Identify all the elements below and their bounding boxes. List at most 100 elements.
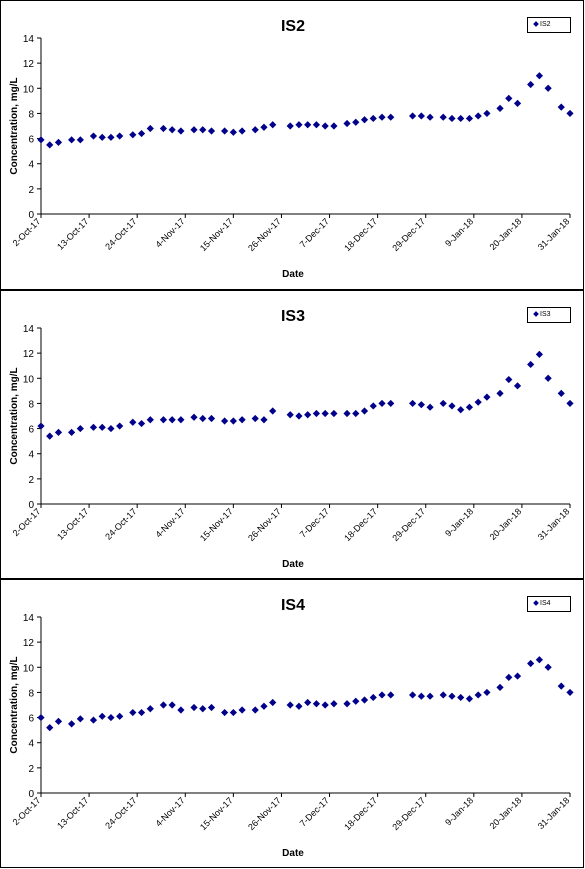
x-axis-label: Date [282,269,304,280]
y-tick-label: 4 [28,450,34,461]
y-tick-label: 0 [28,210,34,221]
data-point [251,414,259,423]
data-point [98,423,106,431]
data-point [378,113,386,121]
data-point [76,424,84,433]
x-tick-label: 29-Dec-17 [390,216,427,253]
data-point [321,409,329,418]
data-point [168,416,176,424]
data-point [557,389,565,397]
data-point [221,127,229,135]
legend-marker-icon [533,311,539,317]
data-point [387,399,395,408]
data-point [352,409,360,418]
data-point [465,695,474,703]
legend-marker-icon [533,600,539,606]
data-point [251,706,259,714]
chart-legend: IS3 [527,307,571,323]
data-point [269,121,277,129]
y-tick-label: 14 [23,324,35,335]
y-tick-label: 12 [23,638,35,649]
data-point [238,416,246,424]
data-point [137,708,146,717]
data-point [116,422,124,430]
data-point [457,406,465,414]
data-point [207,703,216,712]
scatter-chart-is4: IS4 0 2 4 6 8 10 12 14 2-Oct-17 13-Oct-17 24-Oct-17… [9,597,574,859]
x-tick-label: 4-Nov-17 [153,506,186,539]
y-tick-label: 0 [28,500,34,511]
data-point [513,672,522,680]
data-point [566,109,574,118]
data-point [505,375,513,384]
legend-series-label: IS3 [540,311,551,318]
data-point [566,688,574,697]
x-tick-label: 9-Jan-18 [443,216,475,248]
x-tick-label: 7-Dec-17 [298,216,331,249]
x-tick-label: 18-Dec-17 [342,795,379,832]
data-point [37,136,45,144]
data-point [146,416,154,424]
y-tick-label: 8 [28,688,34,699]
x-tick-label: 15-Nov-17 [198,506,235,543]
data-point [535,656,543,664]
data-point [159,416,168,424]
data-point [465,114,474,123]
chart-legend: IS4 [527,596,571,612]
x-tick-label: 13-Oct-17 [55,506,90,541]
chart-panel-is4: IS4 0 2 4 6 8 10 12 14 2-Oct-17 13-Oct-17 24-Oct-17… [0,579,584,868]
chart-title: IS3 [281,308,305,325]
x-tick-label: 31-Jan-18 [536,506,572,542]
x-tick-label: 9-Jan-18 [443,795,475,827]
data-point [129,131,137,139]
data-point [159,701,168,709]
data-point [496,683,504,691]
x-axis-label: Date [282,848,304,859]
data-point [129,708,137,717]
data-point [409,691,417,699]
data-point [238,127,246,135]
x-axis-label: Date [282,559,304,570]
y-tick-label: 4 [28,739,34,750]
data-point [439,113,447,121]
data-point [330,700,338,708]
data-point [330,409,338,418]
x-tick-label: 24-Oct-17 [103,795,138,830]
legend-marker-icon [533,21,539,27]
data-point [483,688,491,697]
data-point [107,424,115,433]
data-point [98,133,106,141]
y-tick-label: 6 [28,135,34,146]
data-point [312,121,321,129]
data-point [387,691,395,699]
data-point [129,418,137,426]
data-point [426,113,434,121]
data-point [286,122,294,130]
data-point [177,127,185,135]
data-point [343,409,351,418]
data-point [566,399,574,408]
data-point [199,705,207,713]
data-point [474,691,482,699]
data-point [221,417,229,425]
x-tick-label: 15-Nov-17 [198,216,235,253]
data-point [474,112,482,120]
data-point [378,399,386,408]
data-point [527,659,535,668]
y-tick-label: 14 [23,34,35,45]
y-tick-label: 10 [23,374,35,385]
data-point [457,693,465,702]
data-point [448,402,456,410]
data-point [352,697,360,705]
x-tick-label: 15-Nov-17 [198,795,235,832]
data-point [295,412,303,420]
data-point [544,84,552,92]
x-tick-label: 2-Oct-17 [11,795,43,827]
y-axis-label: Concentration, mg/L [9,367,20,464]
x-tick-label: 9-Jan-18 [443,506,475,538]
data-point [295,702,303,710]
data-point [68,720,76,728]
data-point [168,126,176,134]
scatter-chart-is2: IS2 0 2 4 6 8 10 12 14 2-Oct-17 13-Oct-17 24-Oct-17… [9,18,574,280]
data-point [417,401,425,409]
